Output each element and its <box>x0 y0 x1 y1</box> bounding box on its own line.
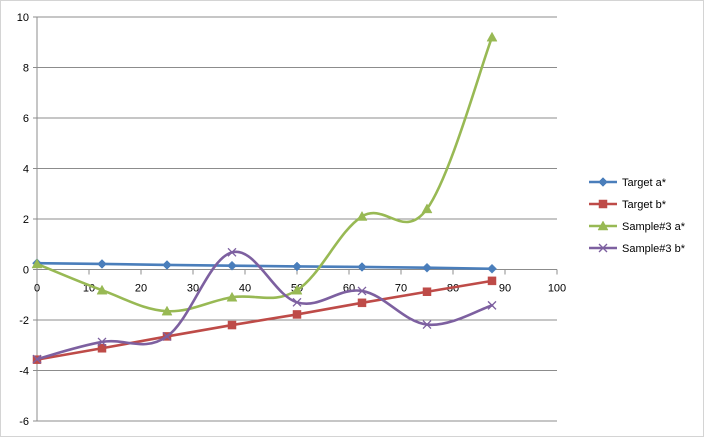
data-point-square <box>598 199 608 209</box>
data-point-diamond <box>422 262 432 273</box>
data-point-x <box>162 331 172 341</box>
data-point-x <box>422 320 432 330</box>
y-tick-label: -4 <box>19 366 29 378</box>
legend-label: Target a* <box>622 177 667 189</box>
series <box>31 31 498 364</box>
y-tick-label: 4 <box>23 164 29 176</box>
data-point-diamond <box>292 261 302 272</box>
legend: Target a* Target b* Sample#3 a* Sample#3 b* <box>589 177 686 255</box>
series-line <box>35 35 494 313</box>
x-tick-label: 70 <box>395 283 407 295</box>
data-point-triangle <box>356 210 368 221</box>
series-line <box>35 261 494 271</box>
x-tick-label: 90 <box>499 283 511 295</box>
series-sample-3-b- <box>32 247 497 364</box>
legend-label: Sample#3 b* <box>622 243 686 255</box>
y-tick-label: 6 <box>23 113 29 125</box>
data-point-triangle <box>226 291 238 302</box>
y-tick-label: 2 <box>23 214 29 226</box>
series-sample-3-a- <box>31 31 498 316</box>
data-point-x <box>292 297 302 307</box>
data-point-diamond <box>162 260 172 270</box>
data-point-diamond <box>598 177 608 187</box>
x-tick-label: 30 <box>187 283 199 295</box>
x-tick-label: 40 <box>239 283 251 295</box>
legend-label: Sample#3 a* <box>622 221 686 233</box>
y-tick-label: 8 <box>23 63 29 75</box>
y-tick-labels: 10 8 6 4 2 0 -2 -4 -6 <box>17 12 29 428</box>
data-point-triangle <box>421 203 433 214</box>
data-point-triangle <box>597 220 609 231</box>
data-point-square <box>422 287 432 296</box>
data-point-x <box>487 300 497 310</box>
data-point-diamond <box>487 263 497 274</box>
data-point-triangle <box>31 258 43 269</box>
data-point-square <box>97 344 107 353</box>
y-tick-label: -6 <box>19 416 29 428</box>
data-point-x <box>227 247 237 257</box>
data-point-triangle <box>96 284 108 295</box>
y-tick-label: 10 <box>17 12 29 24</box>
series-target-b- <box>32 276 497 364</box>
data-point-x <box>598 243 608 253</box>
data-point-triangle <box>486 31 498 42</box>
y-tick-label: 0 <box>23 265 29 277</box>
data-point-triangle <box>291 284 303 295</box>
x-tick-label: 20 <box>135 283 147 295</box>
data-point-square <box>292 310 302 319</box>
data-point-triangle <box>161 305 173 316</box>
data-point-diamond <box>357 262 367 272</box>
data-point-square <box>487 276 497 286</box>
legend-label: Target b* <box>622 199 667 211</box>
data-point-square <box>357 298 367 308</box>
data-point-x <box>32 354 42 364</box>
x-tick-label: 100 <box>548 283 566 295</box>
data-point-diamond <box>97 259 107 269</box>
x-tick-label: 0 <box>34 283 40 295</box>
series-line <box>35 250 494 361</box>
data-point-diamond <box>227 260 237 271</box>
data-point-square <box>227 320 237 330</box>
y-tick-label: -2 <box>19 315 29 327</box>
data-point-x <box>97 337 107 347</box>
legend-entry: Target a* <box>589 177 667 189</box>
series-line <box>35 279 494 361</box>
data-point-x <box>357 286 367 296</box>
legend-entry: Target b* <box>589 199 667 211</box>
legend-entry: Sample#3 a* <box>589 220 686 233</box>
legend-entry: Sample#3 b* <box>589 243 686 255</box>
